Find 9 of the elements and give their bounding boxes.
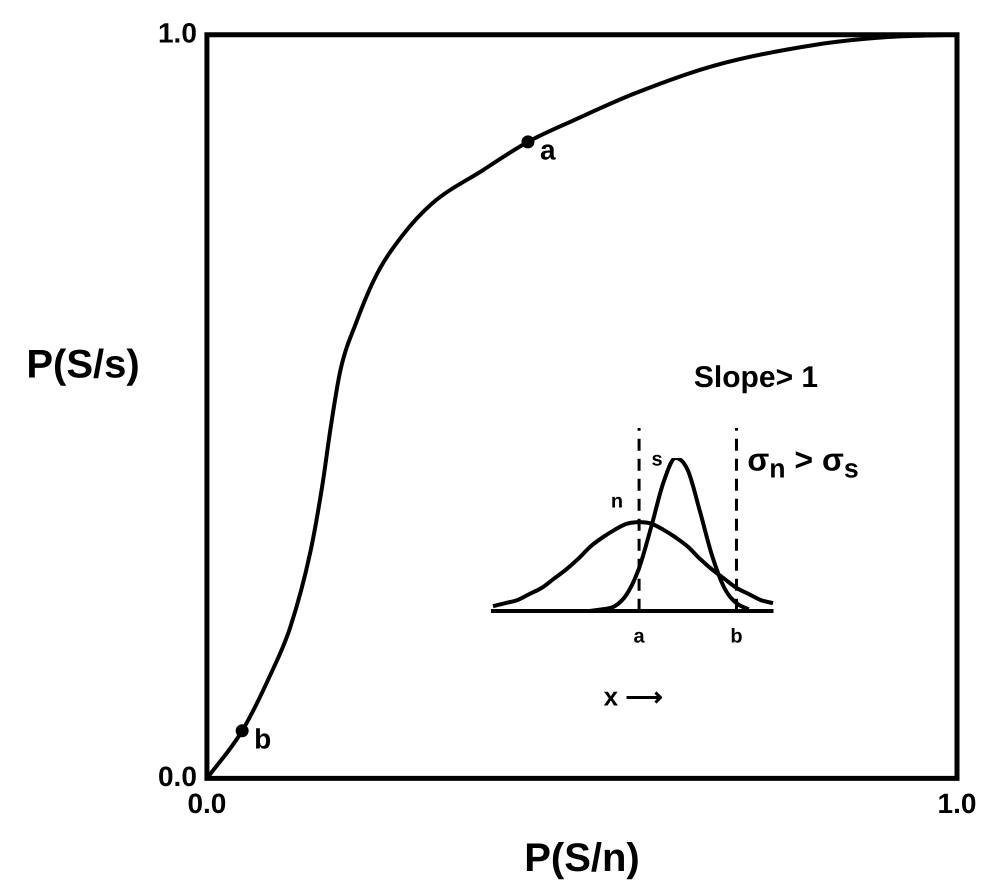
annotation: a bbox=[540, 134, 556, 166]
x-axis-title: P(S/n) bbox=[524, 836, 640, 880]
x-axis-title: x ⟶ bbox=[604, 682, 662, 712]
series-label: s bbox=[651, 448, 663, 471]
annotation: σ$_{n}$ > σ$_{s}$ bbox=[747, 441, 859, 485]
series-label: n bbox=[610, 490, 624, 513]
annotation: Slope> 1 bbox=[694, 361, 818, 395]
annotation: b bbox=[254, 724, 272, 755]
y-axis-title: P(S/s) bbox=[26, 342, 140, 387]
